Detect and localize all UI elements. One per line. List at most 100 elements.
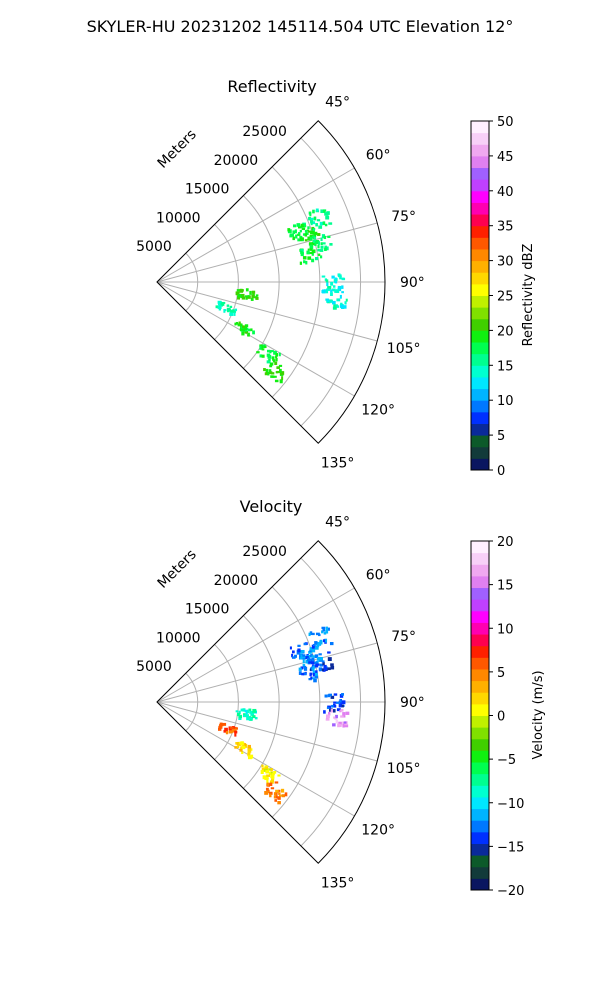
colorbar-swatch (471, 785, 489, 798)
echo-gate (240, 708, 245, 712)
radial-tick-label: 5000 (136, 239, 172, 255)
reflectivity-grid (156, 120, 385, 444)
sector-outline (156, 120, 386, 444)
colorbar-tick-label: 10 (497, 622, 514, 637)
velocity-radial-axis-label: Meters (155, 547, 200, 592)
echo-gate (278, 364, 283, 367)
colorbar-swatch (471, 831, 489, 844)
echo-gate (307, 256, 312, 260)
echo-gate (218, 725, 221, 729)
echo-gate (307, 230, 311, 233)
echo-gate (345, 711, 350, 715)
echo-gate (299, 657, 303, 660)
echo-gate (340, 302, 343, 306)
colorbar-swatch (471, 144, 489, 157)
echo-gate (261, 354, 265, 358)
echo-gate (324, 694, 328, 698)
echo-gate (291, 653, 294, 658)
echo-gate (308, 242, 312, 246)
colorbar-swatch (471, 190, 489, 203)
echo-gate (252, 330, 255, 335)
echo-gate (309, 631, 313, 635)
echo-gate (324, 641, 327, 644)
angle-tick-label: 60° (366, 147, 391, 163)
echo-gate (217, 301, 222, 306)
echo-gate (264, 790, 269, 795)
echo-gate (232, 729, 236, 732)
colorbar-swatch (471, 388, 489, 401)
echo-gate (325, 629, 329, 634)
echo-gate (344, 724, 349, 728)
echo-gate (322, 668, 326, 672)
echo-gate (326, 288, 330, 291)
echo-gate (307, 236, 310, 241)
echo-gate (342, 723, 346, 728)
echo-gate (335, 714, 338, 719)
angle-tick-label: 90° (400, 275, 425, 291)
echo-gate (332, 703, 336, 707)
radial-tick-label: 5000 (136, 659, 172, 675)
colorbar-swatch (471, 400, 489, 413)
echo-gate (228, 309, 231, 312)
echo-gate (303, 260, 306, 264)
echo-gate (328, 222, 333, 225)
echo-gate (315, 661, 318, 665)
echo-gate (235, 321, 239, 325)
echo-gate (313, 678, 317, 683)
echo-gate (305, 260, 308, 265)
echo-gate (298, 232, 301, 235)
echo-gate (287, 228, 291, 232)
colorbar-swatch (471, 541, 489, 554)
echo-gate (345, 298, 348, 302)
echo-gate (325, 626, 328, 631)
echo-gate (238, 714, 243, 719)
echo-gate (235, 710, 238, 713)
echo-gate (265, 787, 269, 791)
colorbar-swatch (471, 668, 489, 682)
echo-gate (330, 665, 335, 670)
echo-gate (266, 779, 269, 784)
colorbar-swatch (471, 202, 489, 215)
echo-gate (241, 331, 245, 336)
radial-tick-label: 15000 (185, 182, 230, 198)
colorbar-swatch (471, 132, 489, 145)
echo-gate (279, 368, 282, 373)
echo-gate (314, 675, 319, 679)
echo-gate (215, 305, 220, 309)
echo-gate (226, 307, 231, 312)
echo-gate (289, 646, 292, 650)
echo-gate (302, 672, 307, 676)
echo-gate (337, 287, 342, 292)
echo-gate (320, 242, 323, 246)
azimuth-gridline (156, 701, 378, 762)
azimuth-gridline (156, 587, 355, 703)
echo-gate (300, 654, 303, 658)
echo-gate (306, 654, 309, 657)
echo-gate (320, 209, 323, 214)
echo-gate (339, 699, 342, 703)
colorbar-swatch (471, 376, 489, 390)
echo-gate (311, 249, 315, 253)
echo-gate (269, 793, 272, 798)
echo-gate (323, 289, 328, 293)
colorbar-tick-label: 25 (497, 290, 514, 305)
echo-gate (333, 693, 338, 696)
echo-gate (330, 695, 335, 699)
echo-gate (326, 627, 330, 631)
echo-gate (322, 661, 325, 666)
echo-gate (255, 294, 259, 297)
echo-gate (343, 721, 347, 724)
echo-gate (304, 233, 308, 237)
reflectivity-title: Reflectivity (227, 77, 316, 96)
echo-gate (265, 766, 269, 770)
echo-gate (338, 724, 342, 727)
echo-gate (291, 656, 296, 659)
echo-gate (236, 289, 241, 292)
echo-gate (332, 723, 336, 727)
echo-gate (314, 231, 318, 235)
echo-gate (246, 296, 250, 299)
echo-gate (311, 632, 315, 636)
echo-gate (311, 644, 316, 649)
colorbar-swatch (471, 657, 489, 670)
reflectivity-radial-axis-label: Meters (155, 127, 200, 172)
